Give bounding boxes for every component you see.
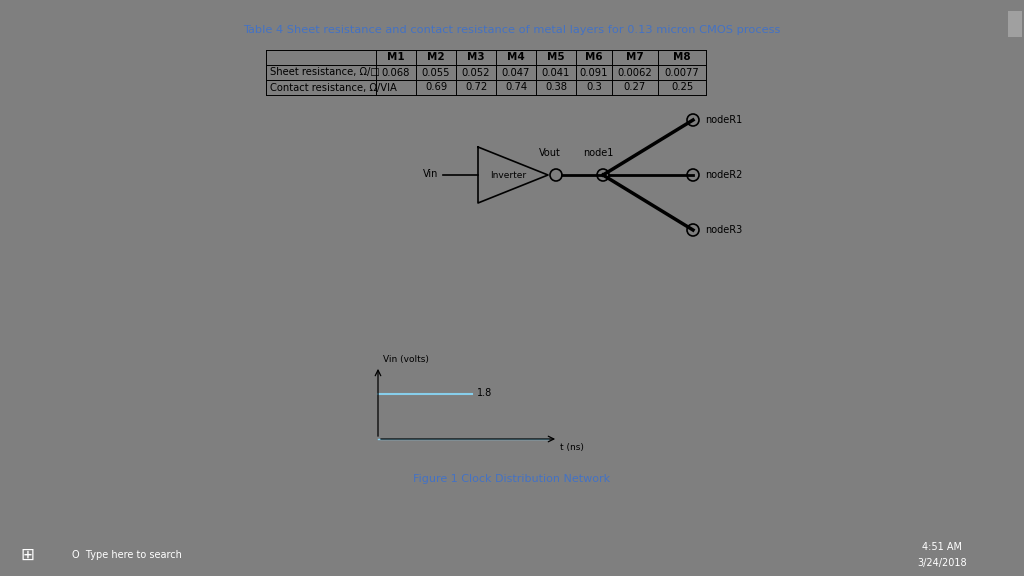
Text: O  Type here to search: O Type here to search: [72, 550, 181, 560]
Text: nodeR2: nodeR2: [705, 170, 742, 180]
Text: 0.068: 0.068: [382, 67, 411, 78]
Text: 0.27: 0.27: [624, 82, 646, 93]
Text: 0.74: 0.74: [505, 82, 527, 93]
Text: M8: M8: [673, 52, 691, 63]
Text: 4:51 AM: 4:51 AM: [922, 541, 963, 552]
Text: M3: M3: [467, 52, 484, 63]
Text: nodeR1: nodeR1: [705, 115, 742, 125]
Bar: [1008, 11, 1022, 37]
Text: M5: M5: [547, 52, 565, 63]
Text: node1: node1: [583, 148, 613, 158]
Text: nodeR3: nodeR3: [705, 225, 742, 235]
Text: 0.72: 0.72: [465, 82, 487, 93]
Text: 0.091: 0.091: [580, 67, 608, 78]
Text: Sheet resistance, Ω/□: Sheet resistance, Ω/□: [270, 67, 380, 78]
Text: Inverter: Inverter: [489, 170, 526, 180]
Text: Vin (volts): Vin (volts): [383, 355, 429, 364]
Text: t (ns): t (ns): [560, 443, 584, 452]
Text: ⊞: ⊞: [20, 546, 35, 564]
Text: 0.38: 0.38: [545, 82, 567, 93]
Text: 1.8: 1.8: [476, 388, 492, 399]
Text: 0.0062: 0.0062: [617, 67, 652, 78]
Text: 0.047: 0.047: [502, 67, 530, 78]
Text: 0.69: 0.69: [425, 82, 447, 93]
Text: Figure 1 Clock Distribution Network: Figure 1 Clock Distribution Network: [413, 474, 610, 484]
Text: M6: M6: [585, 52, 603, 63]
Text: 0.052: 0.052: [462, 67, 490, 78]
Text: M1: M1: [387, 52, 404, 63]
Text: 3/24/2018: 3/24/2018: [918, 558, 967, 569]
Text: M7: M7: [626, 52, 644, 63]
Text: 0.055: 0.055: [422, 67, 451, 78]
Text: 0.25: 0.25: [671, 82, 693, 93]
Text: M4: M4: [507, 52, 525, 63]
Text: 0.3: 0.3: [586, 82, 602, 93]
Text: Vin: Vin: [423, 169, 438, 179]
Text: Vout: Vout: [539, 148, 561, 158]
Text: Table 4 Sheet resistance and contact resistance of metal layers for 0.13 micron : Table 4 Sheet resistance and contact res…: [243, 25, 780, 35]
Text: M2: M2: [427, 52, 444, 63]
Text: 0.041: 0.041: [542, 67, 570, 78]
Text: Contact resistance, Ω/VIA: Contact resistance, Ω/VIA: [270, 82, 397, 93]
Text: 0.0077: 0.0077: [665, 67, 699, 78]
